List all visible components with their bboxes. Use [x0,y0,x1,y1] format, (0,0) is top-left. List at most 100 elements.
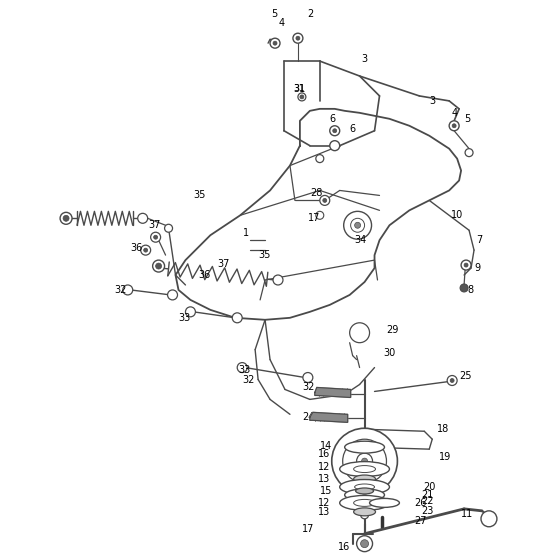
Text: 6: 6 [330,114,336,124]
Circle shape [465,148,473,157]
Text: 1: 1 [243,228,249,238]
Ellipse shape [344,489,385,501]
Circle shape [303,372,313,382]
Text: 29: 29 [386,325,399,335]
Circle shape [123,285,133,295]
Text: 32: 32 [242,375,255,385]
Text: 12: 12 [318,462,330,472]
Circle shape [165,224,172,232]
Ellipse shape [353,475,376,483]
Circle shape [452,124,456,128]
Text: 5: 5 [464,114,470,124]
Circle shape [361,540,368,548]
Circle shape [357,453,372,469]
Text: 16: 16 [338,542,350,552]
Circle shape [481,511,497,527]
Text: 32: 32 [302,382,314,393]
Circle shape [330,141,340,151]
Text: 25: 25 [459,371,472,381]
Text: 37: 37 [217,259,230,269]
Text: 14: 14 [320,441,332,451]
Text: 35: 35 [193,190,206,200]
Circle shape [232,313,242,323]
Circle shape [351,218,365,232]
Circle shape [344,211,371,239]
Text: 17: 17 [308,213,320,223]
Circle shape [349,323,370,343]
Text: 12: 12 [318,498,330,508]
Circle shape [449,121,459,130]
Text: 6: 6 [349,124,356,134]
Circle shape [298,93,306,101]
Text: 18: 18 [437,424,450,434]
Text: 21: 21 [421,490,433,500]
Text: 4: 4 [451,108,458,118]
Text: 28: 28 [310,188,322,198]
Text: 23: 23 [421,506,433,516]
Text: 24: 24 [302,412,314,422]
Circle shape [323,198,327,202]
Text: 37: 37 [148,220,161,230]
Text: 15: 15 [320,486,332,496]
Text: 26: 26 [414,498,427,508]
Circle shape [151,232,161,242]
Circle shape [270,38,280,48]
Ellipse shape [353,508,376,516]
Text: 36: 36 [130,243,143,253]
Circle shape [153,235,157,239]
Circle shape [63,216,69,221]
Circle shape [296,36,300,40]
Text: 33: 33 [179,313,191,323]
Text: 19: 19 [439,452,451,462]
Circle shape [447,376,457,385]
Circle shape [293,33,303,43]
Text: 16: 16 [318,449,330,459]
Polygon shape [310,412,348,422]
Ellipse shape [353,500,376,506]
Circle shape [450,379,454,382]
Circle shape [333,129,337,133]
Text: 2: 2 [307,10,313,20]
Circle shape [361,511,368,519]
Text: 13: 13 [318,507,330,517]
Text: 4: 4 [279,18,285,28]
Ellipse shape [344,441,385,453]
Text: 30: 30 [384,348,396,358]
Text: 27: 27 [414,516,427,526]
Text: 3: 3 [362,54,368,64]
Ellipse shape [353,465,376,473]
Text: 11: 11 [461,509,473,519]
Ellipse shape [356,488,374,494]
Circle shape [320,195,330,206]
Circle shape [300,95,304,99]
Text: 33: 33 [238,365,250,375]
Polygon shape [315,388,351,398]
Circle shape [358,495,371,507]
Text: 20: 20 [423,482,436,492]
Circle shape [343,439,386,483]
Ellipse shape [340,479,389,494]
Circle shape [60,212,72,224]
Text: 32: 32 [114,285,126,295]
Text: 31: 31 [293,85,305,94]
Circle shape [362,458,367,464]
Ellipse shape [340,461,389,477]
Circle shape [461,260,471,270]
Text: 7: 7 [476,235,482,245]
Text: 3: 3 [430,96,435,106]
Text: 31: 31 [293,84,305,94]
Text: 34: 34 [354,235,367,245]
Circle shape [330,126,340,136]
Circle shape [141,245,151,255]
Circle shape [464,263,468,267]
Circle shape [460,284,468,292]
Circle shape [237,362,247,372]
Text: 35: 35 [258,250,270,260]
Ellipse shape [354,484,375,490]
Circle shape [362,498,367,504]
Text: 9: 9 [474,263,480,273]
Circle shape [185,307,195,317]
Circle shape [153,260,165,272]
Text: 17: 17 [302,524,314,534]
Circle shape [144,248,148,252]
